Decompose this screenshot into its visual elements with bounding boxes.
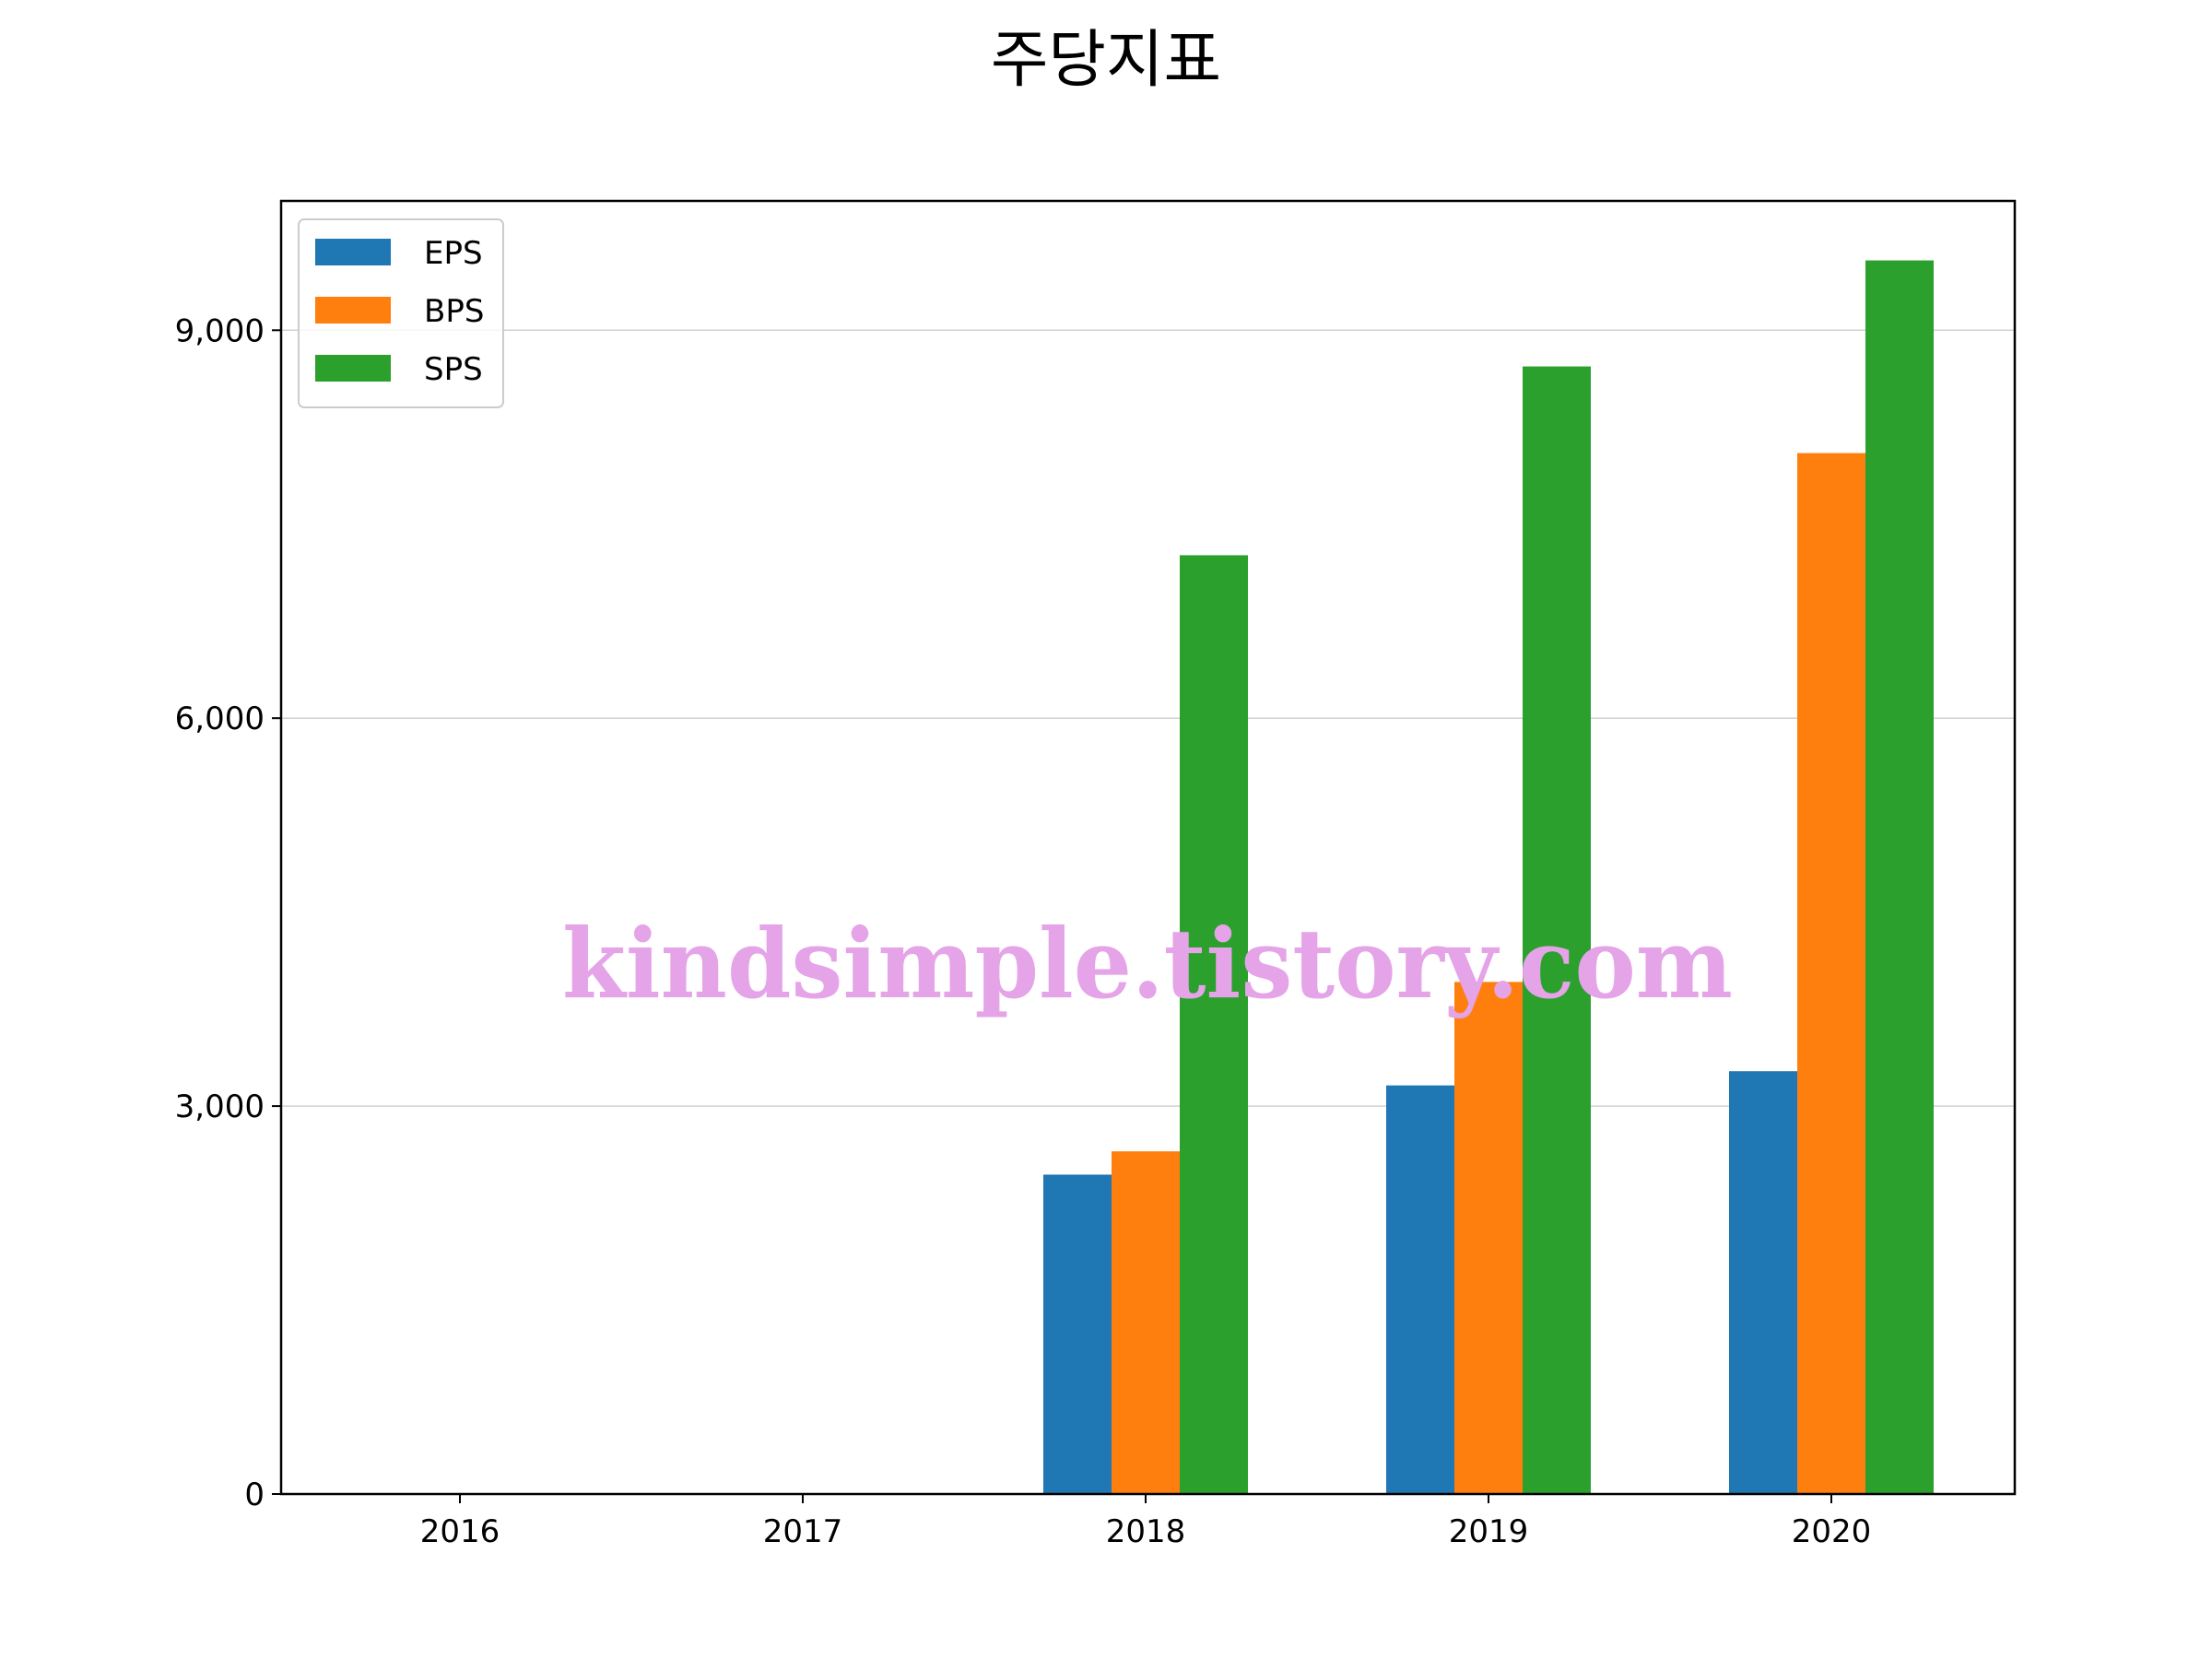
bar-eps-2018 [1043,1174,1112,1494]
bar-bps-2020 [1797,453,1865,1495]
bar-sps-2020 [1865,260,1934,1495]
chart-title: 주당지표 [991,24,1221,97]
grid-lines [281,329,2015,1107]
legend-swatch-sps [315,355,391,382]
y-tick-label: 6,000 [175,700,265,737]
legend-swatch-eps [315,239,391,265]
x-tick-label: 2017 [763,1513,843,1550]
legend-label-sps: SPS [424,351,483,388]
bar-bps-2018 [1112,1151,1180,1494]
x-tick-label: 2018 [1106,1513,1186,1550]
x-axis: 2016 2017 2018 2019 2020 [420,1494,1872,1550]
x-tick-label: 2020 [1792,1513,1872,1550]
y-tick-label: 9,000 [175,312,265,349]
y-tick-label: 0 [244,1477,265,1513]
bar-eps-2020 [1729,1071,1797,1494]
bars [1043,260,1934,1495]
y-axis: 0 3,000 6,000 9,000 [175,312,281,1513]
legend: EPS BPS SPS [298,218,504,408]
bar-sps-2018 [1180,555,1248,1494]
watermark-text: kindsimple.tistory.com [562,907,1733,1020]
y-tick-label: 3,000 [175,1088,265,1125]
legend-label-eps: EPS [424,235,483,272]
bar-bps-2019 [1454,982,1523,1494]
plot-frame [279,199,2017,1496]
bar-eps-2019 [1386,1085,1454,1494]
legend-swatch-bps [315,297,391,324]
x-tick-label: 2019 [1449,1513,1529,1550]
legend-label-bps: BPS [424,293,484,330]
x-tick-label: 2016 [420,1513,500,1550]
bar-sps-2019 [1523,366,1591,1495]
